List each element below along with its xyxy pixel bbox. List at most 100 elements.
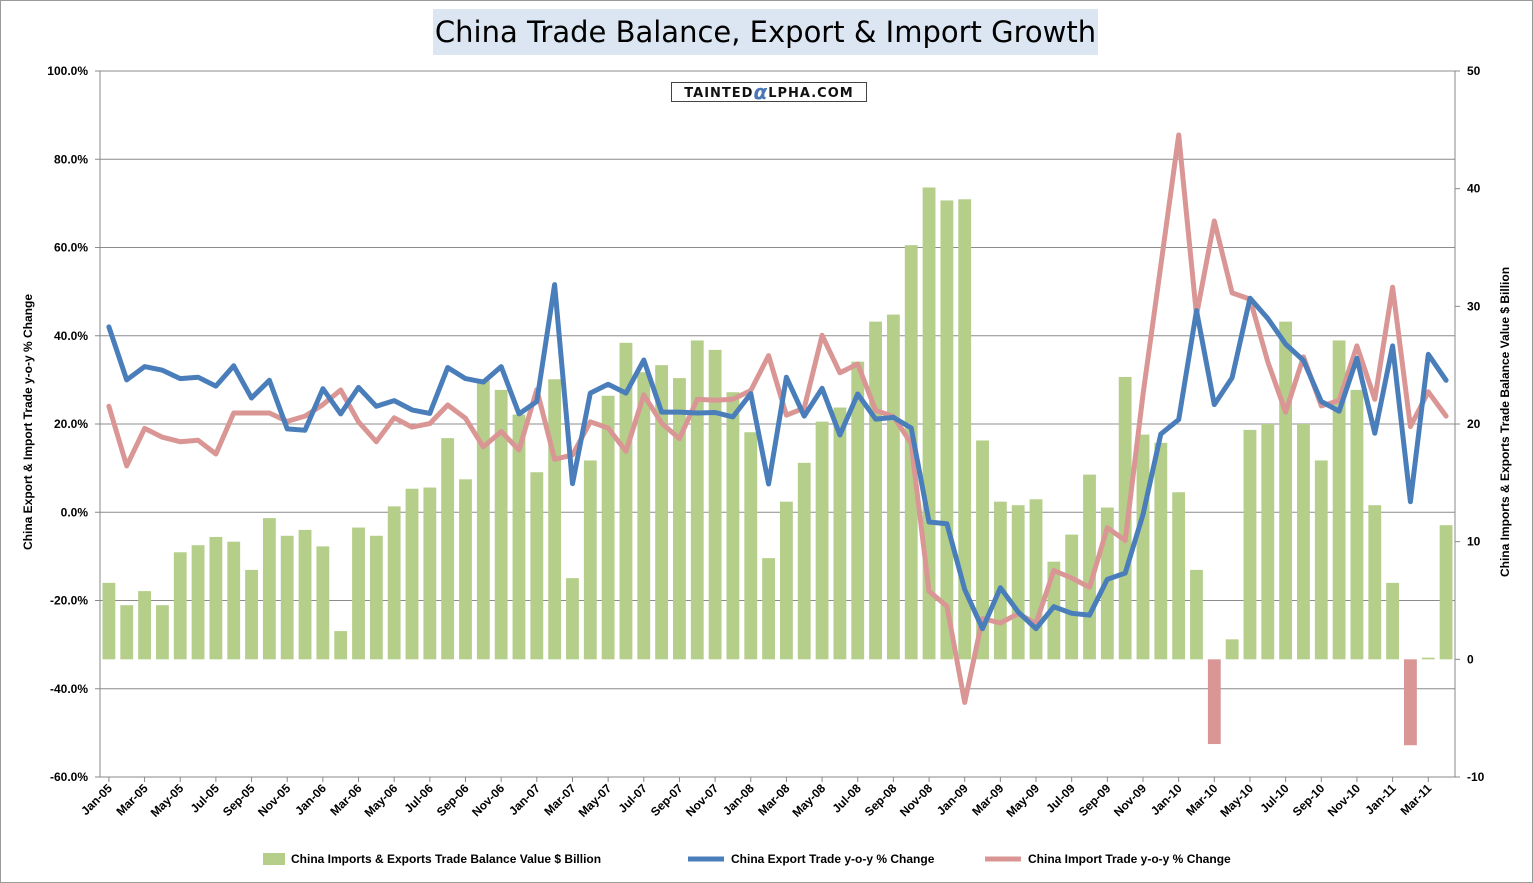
right-tick-label: 50: [1467, 64, 1481, 78]
x-tick-label: Mar-09: [969, 781, 1006, 818]
balance-bar: [815, 421, 829, 660]
x-tick-label: Sep-08: [862, 781, 900, 819]
balance-bar: [459, 479, 472, 660]
right-tick-label: 20: [1467, 417, 1481, 431]
x-tick-label: Sep-06: [434, 781, 472, 819]
legend-item-balance: China Imports & Exports Trade Balance Va…: [263, 852, 601, 866]
balance-bar: [120, 605, 134, 660]
x-tick-label: Nov-09: [1111, 781, 1149, 819]
x-tick-label: May-06: [362, 781, 401, 820]
balance-bar: [334, 631, 348, 660]
balance-bar: [1136, 434, 1150, 660]
balance-bar: [441, 438, 455, 660]
balance-bar: [530, 472, 544, 660]
x-tick-label: Sep-07: [648, 781, 686, 819]
x-tick-label: May-09: [1003, 781, 1042, 820]
balance-bar: [958, 199, 972, 660]
balance-bar: [512, 414, 526, 660]
balance-bar: [352, 527, 365, 660]
balance-bar: [583, 460, 597, 660]
x-tick-label: Mar-11: [1398, 781, 1435, 818]
balance-bar: [851, 361, 865, 660]
balance-bar: [1332, 340, 1346, 660]
x-tick-label: Nov-05: [255, 781, 293, 819]
balance-bar: [1118, 376, 1132, 660]
balance-bar: [387, 506, 401, 660]
balance-bar: [976, 440, 989, 660]
legend-item-import: China Import Trade y-o-y % Change: [985, 852, 1231, 866]
balance-bar: [619, 342, 633, 660]
left-tick-label: 100.0%: [47, 64, 88, 78]
x-tick-label: Mar-07: [541, 781, 578, 818]
balance-bar: [405, 488, 419, 660]
balance-bar: [1225, 639, 1239, 660]
right-tick-label: 0: [1467, 652, 1474, 666]
balance-bar: [726, 392, 740, 660]
x-tick-label: Jan-05: [78, 781, 115, 818]
x-tick-label: Sep-10: [1290, 781, 1328, 819]
balance-bar: [637, 372, 651, 660]
left-tick-label: 40.0%: [54, 329, 88, 343]
x-tick-label: Jul-07: [615, 781, 650, 816]
x-tick-label: Jul-06: [402, 781, 437, 816]
x-tick-label: May-05: [148, 781, 187, 820]
balance-bar: [1011, 505, 1025, 660]
balance-bar: [886, 314, 900, 660]
left-tick-label: -40.0%: [50, 682, 88, 696]
balance-bar: [155, 605, 169, 660]
x-tick-label: Jan-11: [1362, 781, 1399, 818]
legend-label: China Export Trade y-o-y % Change: [731, 852, 935, 866]
balance-bar: [797, 462, 811, 660]
right-tick-label: 30: [1467, 299, 1481, 313]
export-growth-line: [106, 282, 1449, 632]
right-tick-label: 40: [1467, 182, 1481, 196]
balance-bar: [476, 379, 490, 660]
balance-bar: [1314, 460, 1328, 660]
right-tick-label: 10: [1467, 535, 1481, 549]
growth-lines: [106, 132, 1449, 705]
balance-bar: [1261, 424, 1275, 660]
balance-bar: [1439, 525, 1453, 660]
x-tick-label: Nov-06: [469, 781, 507, 819]
balance-bar: [102, 582, 116, 660]
left-axis-title: China Export & Import Trade y-o-y % Chan…: [21, 294, 35, 550]
x-tick-label: Nov-07: [683, 781, 721, 819]
balance-bar: [1350, 389, 1364, 660]
x-tick-label: May-07: [576, 781, 615, 820]
balance-bars: [102, 187, 1453, 746]
x-tick-label: Jul-08: [829, 781, 864, 816]
left-tick-label: 80.0%: [54, 152, 88, 166]
watermark-alpha: α: [753, 80, 769, 104]
balance-bar: [1368, 505, 1382, 660]
x-tick-label: Jan-06: [292, 781, 329, 818]
balance-bar: [744, 432, 758, 660]
legend: China Imports & Exports Trade Balance Va…: [263, 852, 1231, 866]
x-tick-label: Jan-10: [1148, 781, 1185, 818]
watermark-text-start: TAINTED: [684, 86, 754, 101]
balance-bar: [993, 501, 1007, 660]
balance-bar: [173, 552, 187, 660]
balance-bar: [601, 395, 615, 660]
balance-bar: [708, 349, 722, 660]
x-tick-label: Jul-10: [1257, 781, 1292, 816]
balance-bar: [209, 536, 223, 660]
left-tick-label: 60.0%: [54, 241, 88, 255]
balance-bar: [138, 591, 151, 660]
legend-swatch: [263, 853, 285, 865]
legend-label: China Imports & Exports Trade Balance Va…: [291, 852, 601, 866]
x-tick-label: Mar-06: [327, 781, 364, 818]
balance-bar: [298, 529, 312, 660]
balance-bar: [1029, 499, 1043, 660]
balance-bar: [1404, 659, 1417, 746]
balance-bar: [869, 321, 882, 660]
balance-bar: [940, 200, 954, 660]
balance-bar: [1386, 582, 1400, 660]
balance-bar: [690, 340, 704, 660]
balance-bar: [779, 501, 793, 660]
balance-bar: [1172, 492, 1186, 660]
balance-bar: [1243, 429, 1257, 660]
watermark-text-end: LPHA.COM: [768, 86, 854, 101]
x-tick-label: May-10: [1217, 781, 1256, 820]
x-tick-label: Jan-09: [934, 781, 971, 818]
